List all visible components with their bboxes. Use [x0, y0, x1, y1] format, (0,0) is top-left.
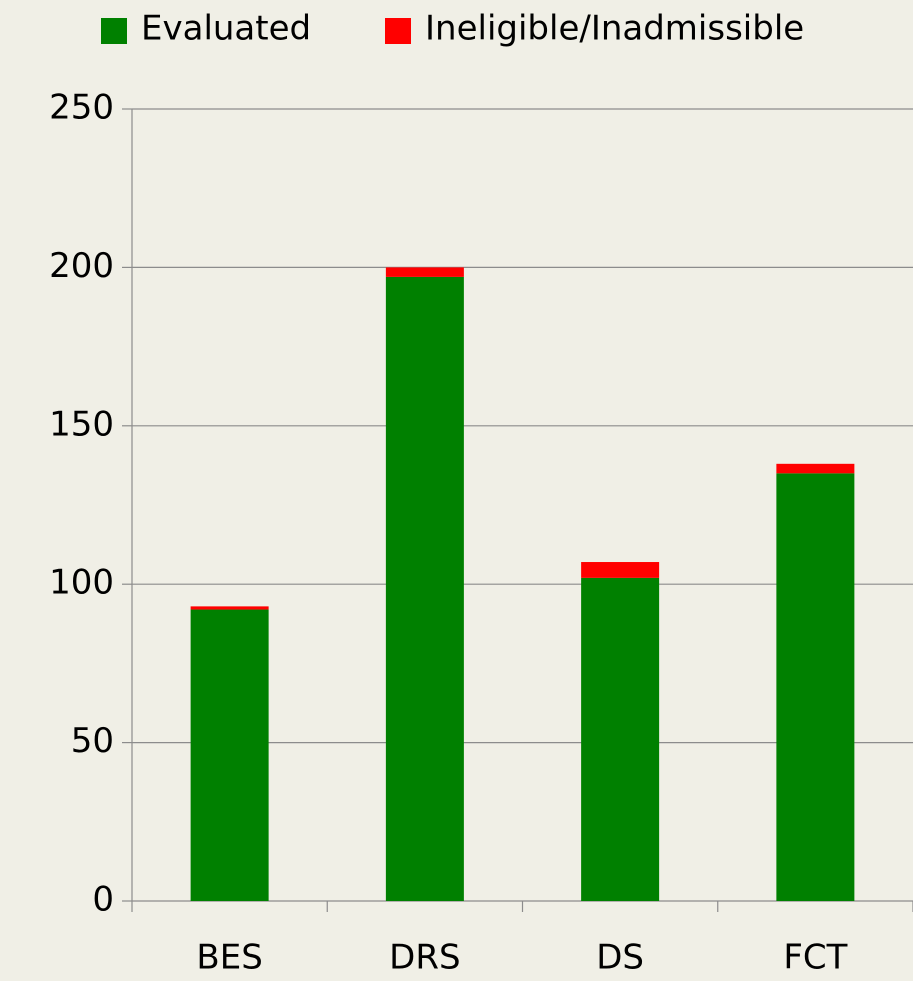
legend-label: Evaluated: [141, 9, 311, 49]
y-tick-label: 50: [71, 721, 114, 761]
bar-segment: [776, 473, 855, 901]
x-tick-label: DS: [596, 938, 644, 978]
bar-segment: [581, 577, 660, 901]
legend-label: Ineligible/Inadmissible: [425, 9, 804, 49]
bar-segment: [581, 562, 660, 578]
y-tick-label: 200: [49, 246, 114, 286]
y-tick-label: 0: [92, 880, 114, 920]
bar-segment: [776, 463, 855, 474]
bar-segment: [385, 276, 464, 901]
x-tick-label: DRS: [389, 938, 460, 978]
bar-segment: [190, 609, 269, 901]
bar-segment: [190, 606, 269, 610]
y-tick-label: 250: [49, 88, 114, 128]
x-tick-label: BES: [196, 938, 262, 978]
bar-segment: [385, 267, 464, 277]
legend-swatch: [385, 18, 411, 44]
legend-swatch: [101, 18, 127, 44]
legend: Evaluated Ineligible/Inadmissible: [101, 9, 804, 49]
x-tick-label: FCT: [783, 938, 847, 978]
y-tick-label: 100: [49, 563, 114, 603]
y-tick-label: 150: [49, 404, 114, 444]
